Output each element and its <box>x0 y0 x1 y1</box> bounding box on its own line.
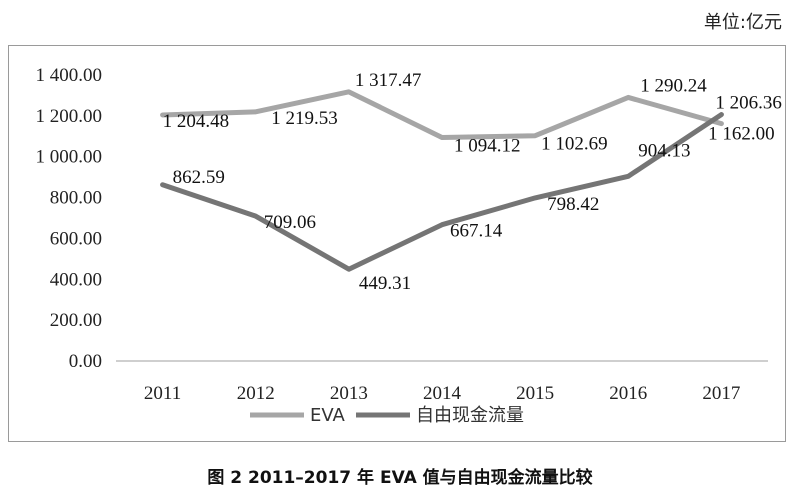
x-tick-label: 2012 <box>237 383 275 404</box>
eva-data-label: 1 317.47 <box>355 70 422 91</box>
eva-data-label: 1 162.00 <box>708 124 775 145</box>
eva-data-label: 1 102.69 <box>541 134 608 155</box>
y-axis-ticks: 0.00 200.00 400.00 600.00 800.00 1 000.00 1 20… <box>36 65 103 372</box>
eva-data-label: 1 094.12 <box>454 135 521 156</box>
x-tick-label: 2017 <box>702 383 740 404</box>
y-tick-label: 400.00 <box>50 269 102 290</box>
eva-series-line <box>160 89 724 140</box>
x-tick-label: 2014 <box>423 383 462 404</box>
fcf-data-label: 798.42 <box>547 194 599 215</box>
y-tick-label: 0.00 <box>69 351 102 372</box>
figure-caption: 图 2 2011–2017 年 EVA 值与自由现金流量比较 <box>207 468 593 488</box>
x-tick-label: 2011 <box>144 383 181 404</box>
fcf-data-label: 904.13 <box>638 140 690 161</box>
fcf-data-label: 667.14 <box>450 221 503 242</box>
fcf-legend-label: 自由现金流量 <box>416 405 524 426</box>
x-tick-label: 2013 <box>330 383 368 404</box>
chart-frame <box>8 45 786 442</box>
fcf-data-label: 449.31 <box>359 273 411 294</box>
y-tick-label: 600.00 <box>50 228 102 249</box>
y-tick-label: 1 400.00 <box>36 65 103 86</box>
unit-label: 单位:亿元 <box>703 12 782 33</box>
y-tick-label: 1 000.00 <box>36 147 103 168</box>
eva-data-label: 1 290.24 <box>640 75 707 96</box>
y-tick-label: 1 200.00 <box>36 106 103 127</box>
x-axis-ticks: 2011 2012 2013 2014 2015 2016 2017 <box>144 383 741 404</box>
fcf-data-label: 709.06 <box>264 212 316 233</box>
fcf-series-line <box>160 112 724 272</box>
y-tick-label: 200.00 <box>50 310 102 331</box>
fcf-data-label: 1 206.36 <box>715 93 782 114</box>
eva-data-label: 1 204.48 <box>163 111 230 132</box>
x-tick-label: 2016 <box>609 383 647 404</box>
legend: EVA 自由现金流量 <box>250 405 524 426</box>
eva-data-label: 1 219.53 <box>271 108 338 129</box>
y-tick-label: 800.00 <box>50 188 102 209</box>
data-labels: 1 204.48 1 219.53 1 317.47 1 094.12 1 102.69… <box>163 70 782 294</box>
fcf-data-label: 862.59 <box>173 167 225 188</box>
eva-legend-label: EVA <box>310 405 346 426</box>
x-tick-label: 2015 <box>516 383 554 404</box>
series-lines <box>160 89 724 272</box>
